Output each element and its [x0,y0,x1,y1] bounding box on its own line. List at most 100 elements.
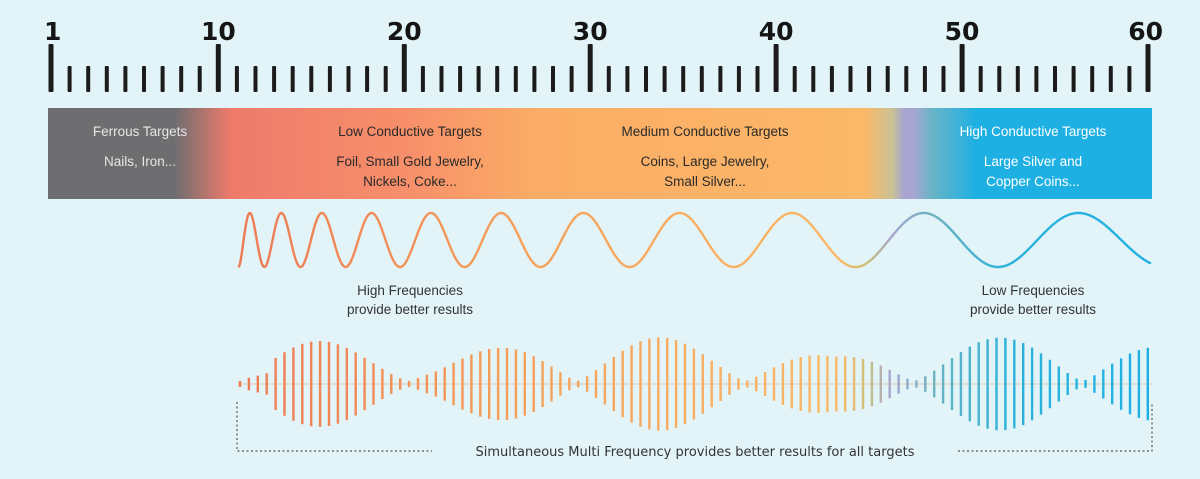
signal-bar [336,344,340,424]
multi-frequency-caption: Simultaneous Multi Frequency provides be… [476,445,915,460]
ruler-label: 60 [1128,17,1163,46]
signal-bar [630,345,633,423]
signal-bar [737,378,740,390]
ruler-label: 20 [387,17,422,46]
band-high-line-1: Large Silver and [984,154,1082,169]
signal-bar [283,352,286,416]
signal-bar [924,376,927,392]
signal-bar [327,341,331,426]
ruler-tick [606,66,611,92]
ruler-tick [253,66,258,92]
signal-bar [292,347,295,421]
ruler-tick [848,66,853,92]
ruler-tick [699,66,704,92]
signal-bar [345,347,348,421]
signal-bar [844,356,847,412]
signal-bar [897,374,900,394]
ruler-tick [904,66,909,92]
band-medium-line-1: Coins, Large Jewelry, [641,154,770,169]
signal-bar [318,341,322,427]
signal-bar [906,378,909,390]
signal-bar [950,358,954,410]
signal-bar [986,339,989,429]
band-ferrous: Ferrous Targets Nails, Iron... [93,124,188,169]
ruler-tick [439,66,444,92]
ruler-tick [1015,66,1020,92]
signal-bar [852,357,856,411]
band-low-line-2: Nickels, Coke... [363,174,457,189]
low-frequency-caption-line-2: provide better results [970,302,1096,317]
signal-bar [763,372,767,396]
ruler-tick [922,66,927,92]
signal-bar [1030,347,1034,421]
signal-bar [585,376,589,392]
signal-bar [995,337,998,431]
signal-bar [808,355,811,413]
ruler-tick [811,66,816,92]
signal-bar [879,365,882,403]
signal-bar [941,364,945,404]
ruler-label: 40 [759,17,794,46]
ruler-major-tick [587,44,593,92]
signal-bar [505,348,509,420]
ruler-tick [644,66,648,92]
signal-bar [1119,358,1123,410]
signal-bar [781,363,785,405]
ruler-major-tick [215,44,221,92]
ruler-tick [997,66,1002,92]
ruler-tick [197,66,202,92]
ruler-tick [718,66,723,92]
signal-bar [1128,353,1132,415]
ruler-label: 30 [573,17,608,46]
band-low-title: Low Conductive Targets [338,124,482,139]
ruler-label: 50 [945,17,980,46]
band-high-title: High Conductive Targets [960,124,1107,139]
ruler-tick [569,66,574,92]
signal-bar [470,354,473,414]
ruler-tick [383,66,388,92]
ruler-tick [867,66,872,92]
signal-bar [1111,363,1114,405]
signal-bar [755,376,758,392]
band-low-line-1: Foil, Small Gold Jewelry, [336,154,484,169]
band-ferrous-line-1: Nails, Iron... [104,154,176,169]
signal-bar [817,355,820,413]
signal-bar [256,375,259,393]
ruler-tick [160,66,165,92]
ruler-tick [792,66,797,92]
target-band-bar [48,108,1152,199]
ruler-tick [1034,66,1039,92]
ruler-tick [1071,66,1076,92]
ruler-tick [1127,66,1132,92]
signal-bar [728,373,731,395]
ruler-tick [941,66,946,92]
signal-bar [541,361,544,407]
signal-bar [310,341,313,427]
signal-bar [692,348,696,420]
frequency-sweep-wave [237,211,1152,269]
ruler-major-tick [773,44,779,92]
signal-bar [719,367,722,401]
signal-bar [1066,373,1069,396]
signal-bar [363,357,366,411]
signal-bar [799,357,802,411]
signal-bar [274,358,277,410]
ruler-tick [179,66,184,92]
ruler-tick [365,66,370,92]
low-frequency-caption-line-1: Low Frequencies [982,283,1085,298]
ruler-tick [662,66,667,92]
ruler-tick [67,66,72,92]
signal-bar [1102,369,1105,399]
signal-bar [532,356,535,412]
signal-bar [621,350,624,418]
signal-bar [381,368,384,400]
signal-bar [1004,337,1007,431]
signal-bar [701,354,704,414]
signal-bar [443,367,446,401]
signal-bar [247,377,251,391]
signal-bar [826,355,829,413]
ruler-tick [234,66,239,92]
ruler-tick [755,66,760,92]
signal-bar [390,374,393,394]
signal-bar [1013,339,1016,429]
